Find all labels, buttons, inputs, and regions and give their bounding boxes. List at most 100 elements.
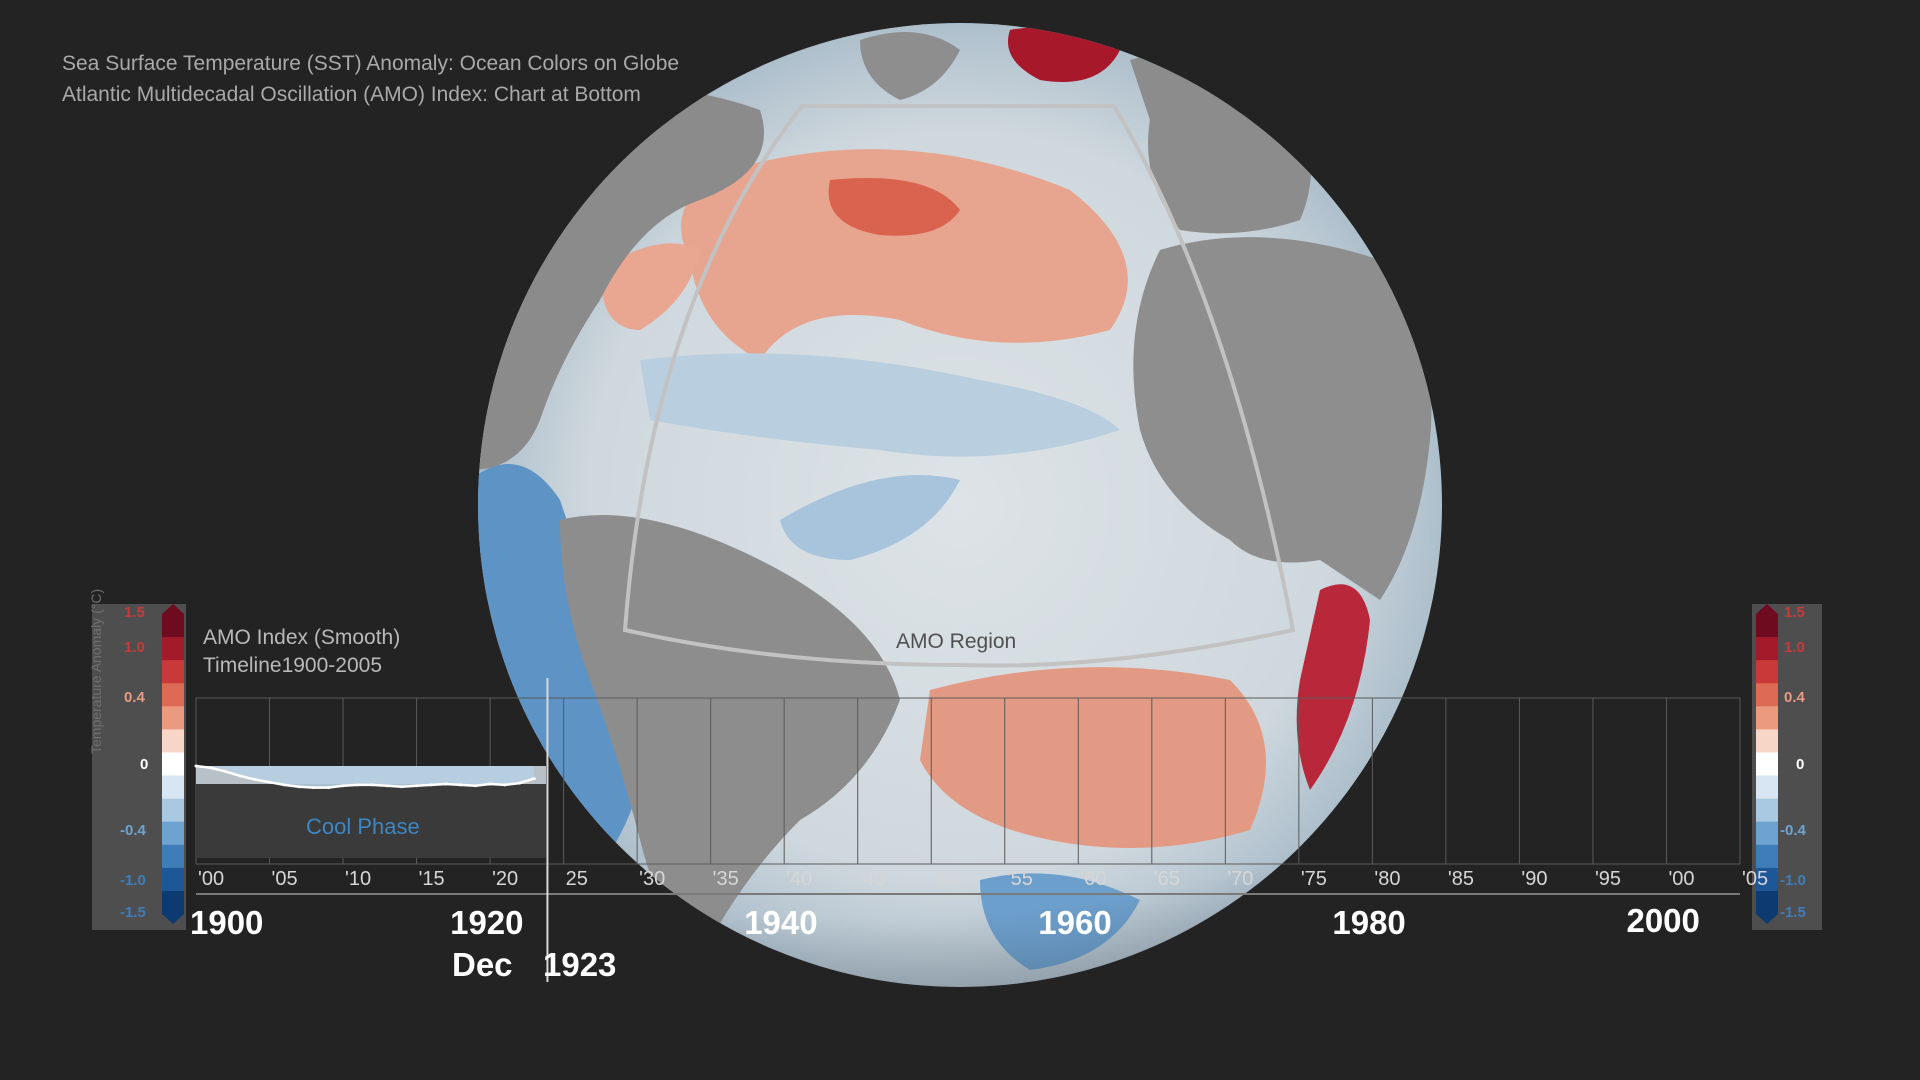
amo-point: [282, 783, 286, 787]
colorbar-right-tick-1: 1.5: [1784, 604, 1805, 621]
colorbar-swatch: [1756, 798, 1778, 823]
colorbar-left: Temperature Anomaly (°C) 1.5 1.0 0.4 0 -…: [88, 589, 186, 930]
year-tick-label: '50: [933, 868, 960, 890]
year-tick-label: '60: [1080, 868, 1107, 890]
decade-label: 2000: [1626, 902, 1700, 939]
colorbar-left-tick-4: 0: [140, 756, 149, 773]
amo-point: [385, 784, 389, 788]
amo-point: [209, 766, 213, 770]
amo-line: [195, 764, 535, 789]
decade-label: 1960: [1038, 904, 1112, 941]
colorbar-swatch: [162, 637, 184, 661]
colorbar-swatch: [1756, 729, 1778, 753]
decade-label: 1900: [190, 904, 264, 941]
colorbar-right-tick-2: 1.0: [1784, 639, 1805, 656]
year-tick-label: '00: [198, 868, 225, 890]
amo-region-outline: [622, 104, 1296, 668]
colorbar-left-tick-5: -0.4: [120, 822, 146, 839]
amo-point: [400, 785, 404, 789]
year-tick-label: '05: [271, 868, 298, 890]
amo-point: [268, 780, 272, 784]
colorbar-swatch: [162, 821, 184, 846]
current-year: 1923: [543, 946, 617, 983]
colorbar-right-tick-6: -1.0: [1780, 872, 1806, 889]
amo-point: [415, 784, 419, 788]
colorbar-right-tick-7: -1.5: [1780, 904, 1806, 921]
colorbar-swatch: [1756, 683, 1778, 707]
amo-region-label: AMO Region: [896, 630, 1017, 653]
amo-area: [196, 766, 535, 788]
colorbar-swatch: [1756, 660, 1778, 684]
colorbar-max-arrow: [162, 604, 184, 614]
amo-point: [356, 783, 360, 787]
year-tick-label: '55: [1006, 868, 1033, 890]
amo-point: [312, 786, 316, 790]
amo-chart-title: AMO Index (Smooth): [203, 626, 401, 649]
colorbar-swatch: [162, 729, 184, 753]
year-tick-label: 25: [565, 868, 588, 890]
amo-point: [238, 774, 242, 778]
year-tick-label: '05: [1742, 868, 1769, 890]
colorbar-swatch: [1756, 890, 1778, 915]
amo-chart-subtitle: Timeline1900-2005: [203, 654, 383, 677]
amo-point: [341, 784, 345, 788]
year-tick-label: '30: [639, 868, 666, 890]
colorbar-left-tick-6: -1.0: [120, 872, 146, 889]
colorbar-right: 1.5 1.0 0.4 0 -0.4 -1.0 -1.5: [1752, 604, 1822, 930]
colorbar-min-arrow: [1756, 914, 1778, 924]
colorbar-swatch: [162, 706, 184, 730]
amo-chart-title-block: AMO Index (Smooth) Timeline1900-2005: [203, 624, 400, 680]
colorbar-swatch: [162, 775, 184, 800]
colorbar-min-arrow: [162, 914, 184, 924]
colorbar-swatch: [162, 890, 184, 915]
amo-point: [503, 783, 507, 787]
amo-point: [326, 786, 330, 790]
amo-point: [488, 782, 492, 786]
year-tick-label: '40: [786, 868, 813, 890]
year-tick-label: '90: [1521, 868, 1548, 890]
amo-point: [444, 782, 448, 786]
colorbar-swatch: [162, 660, 184, 684]
year-tick-label: '00: [1668, 868, 1695, 890]
caption-sst: Sea Surface Temperature (SST) Anomaly: O…: [62, 52, 680, 75]
year-tick-label: '85: [1447, 868, 1474, 890]
colorbar-swatch: [1756, 775, 1778, 800]
colorbar-left-tick-1: 1.5: [124, 604, 145, 621]
phase-label: Cool Phase: [306, 814, 420, 839]
caption: Sea Surface Temperature (SST) Anomaly: O…: [62, 48, 679, 110]
year-tick-label: '10: [345, 868, 372, 890]
colorbar-left-tick-3: 0.4: [124, 689, 145, 706]
colorbar-left-tick-7: -1.5: [120, 904, 146, 921]
colorbar-right-scale: [1756, 604, 1778, 924]
year-tick-label: '70: [1227, 868, 1254, 890]
colorbar-swatch: [1756, 844, 1778, 869]
year-tick-label: '15: [418, 868, 445, 890]
decade-label: 1980: [1332, 904, 1406, 941]
colorbar-swatch: [1756, 706, 1778, 730]
colorbar-swatch: [162, 752, 184, 777]
colorbar-swatch: [162, 683, 184, 707]
amo-point: [532, 777, 536, 781]
colorbar-max-arrow: [1756, 604, 1778, 614]
colorbar-right-tick-5: -0.4: [1780, 822, 1806, 839]
amo-point: [518, 781, 522, 785]
year-tick-label: '80: [1374, 868, 1401, 890]
year-tick-label: '20: [492, 868, 519, 890]
amo-point: [459, 783, 463, 787]
colorbar-swatch: [162, 844, 184, 869]
amo-point: [297, 785, 301, 789]
amo-point: [253, 778, 257, 781]
year-tick-label: '75: [1300, 868, 1327, 890]
colorbar-left-scale: [162, 604, 184, 924]
year-tick-label: '35: [712, 868, 739, 890]
year-tick-label: '45: [859, 868, 886, 890]
amo-point: [194, 764, 198, 768]
colorbar-left-tick-2: 1.0: [124, 639, 145, 656]
colorbar-swatch: [1756, 614, 1778, 638]
colorbar-swatch: [162, 867, 184, 892]
amo-point: [429, 783, 433, 787]
colorbar-swatch: [162, 614, 184, 638]
amo-point: [370, 783, 374, 787]
